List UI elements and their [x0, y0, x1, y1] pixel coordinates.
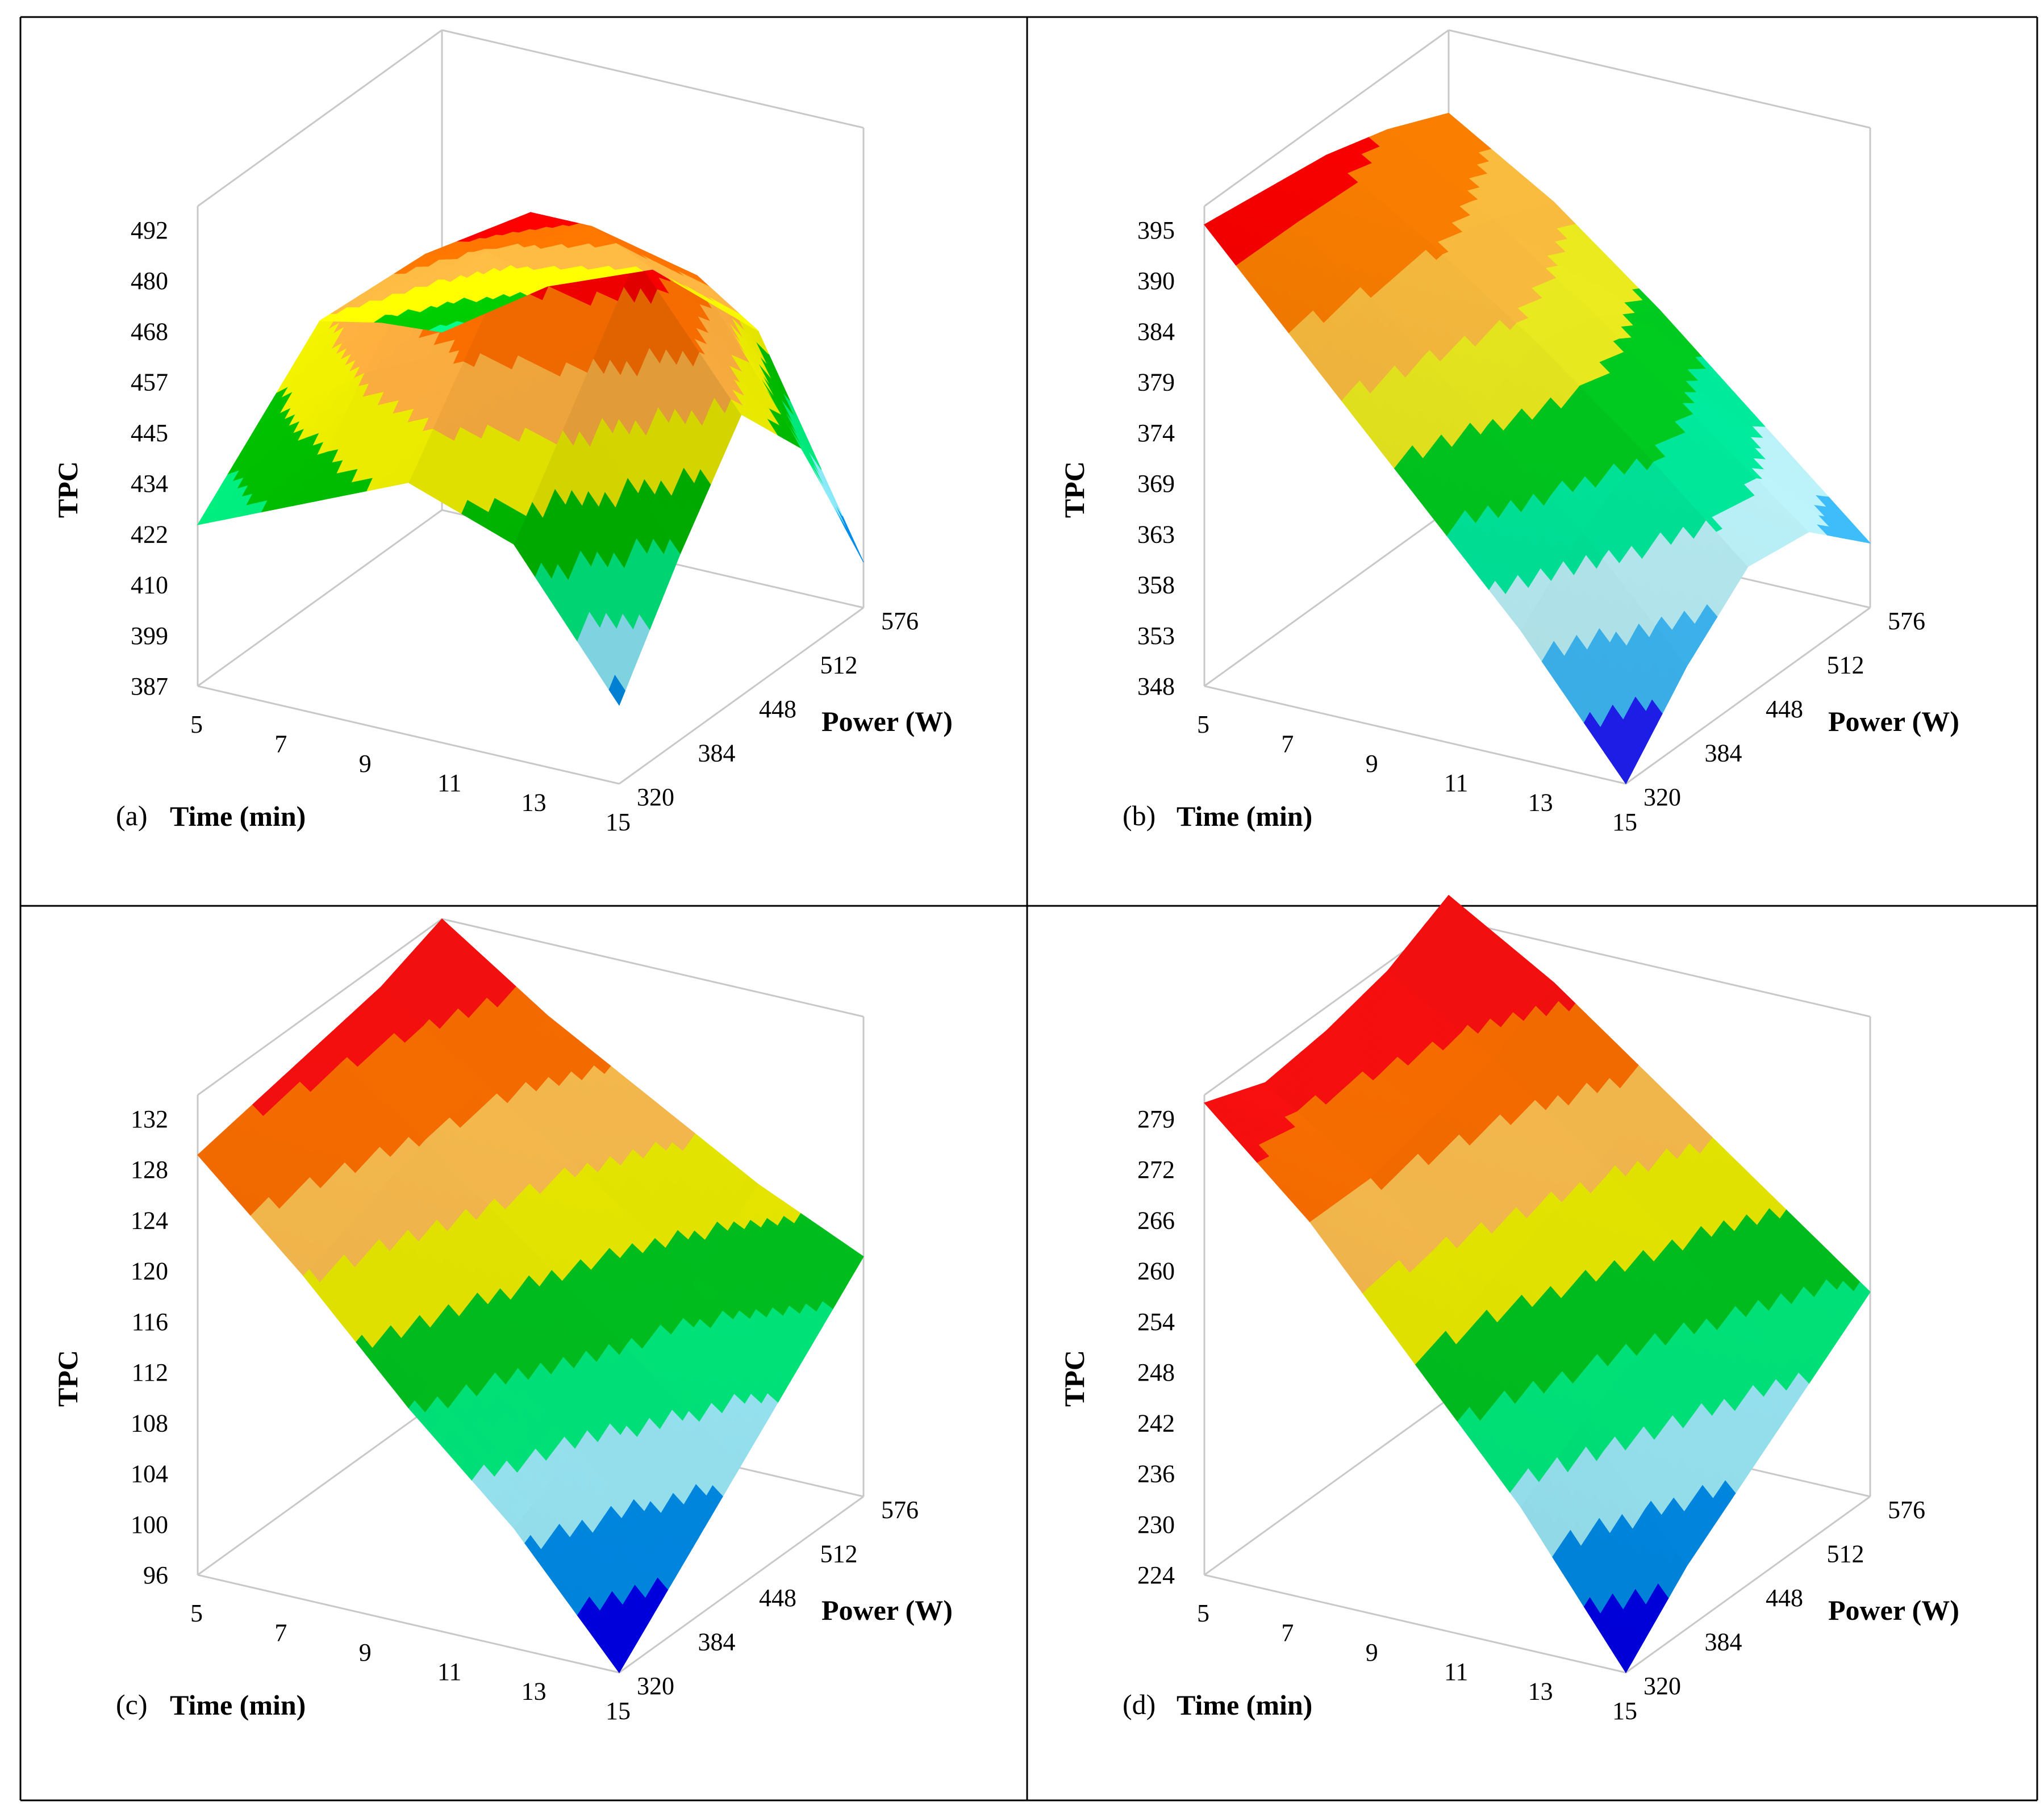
- x-tick-label: 15: [1612, 808, 1637, 836]
- axis-frame-line: [197, 1398, 443, 1576]
- x-tick-label: 13: [522, 1678, 547, 1706]
- axis-frame-line: [197, 29, 443, 207]
- x-tick-label: 7: [1281, 730, 1294, 758]
- z-tick-label: 445: [131, 419, 168, 447]
- panel-label: (c): [116, 1688, 148, 1720]
- x-tick-label: 15: [606, 1697, 631, 1725]
- x-tick-label: 9: [359, 750, 372, 778]
- y-tick-label: 448: [1766, 695, 1803, 723]
- x-tick-label: 11: [437, 1658, 461, 1686]
- y-tick-label: 384: [698, 739, 736, 767]
- z-tick-label: 363: [1137, 520, 1175, 548]
- z-tick-label: 128: [131, 1156, 168, 1184]
- chart-d: 2242302362422482542602662722795791113153…: [1058, 895, 1959, 1725]
- z-tick-label: 434: [131, 470, 168, 498]
- y-tick-label: 384: [1705, 739, 1742, 767]
- axis-frame-line: [197, 685, 620, 785]
- axis-frame-line: [1448, 29, 1871, 129]
- y-tick-label: 384: [698, 1628, 736, 1656]
- y-tick-label: 576: [881, 607, 919, 635]
- z-tick-label: 108: [131, 1409, 168, 1437]
- z-tick-label: 480: [131, 267, 168, 295]
- surface: [1203, 895, 1871, 1674]
- z-tick-label: 116: [132, 1308, 168, 1336]
- z-tick-label: 348: [1137, 672, 1175, 700]
- z-tick-label: 492: [131, 216, 168, 244]
- x-tick-label: 11: [437, 769, 461, 797]
- surface: [197, 211, 864, 706]
- axis-frame-line: [1204, 509, 1449, 687]
- surface-patch: [825, 483, 843, 516]
- x-tick-label: 7: [274, 730, 287, 758]
- y-tick-label: 448: [759, 1584, 796, 1612]
- axis-frame-line: [197, 1574, 620, 1674]
- chart-c: 96 100 104 108 112 116 120 124 128 132 5 7 9 11 13 1532…: [52, 918, 953, 1725]
- z-tick-label: 353: [1137, 622, 1175, 650]
- axis-frame-line: [1204, 1398, 1449, 1576]
- z-tick-label: 374: [1137, 419, 1175, 447]
- x-axis-label: Time (min): [170, 800, 306, 832]
- z-axis-label: TPC: [52, 461, 84, 518]
- x-tick-label: 7: [274, 1619, 287, 1646]
- axis-frame-line: [619, 607, 864, 785]
- x-tick-label: 11: [1444, 769, 1468, 797]
- y-tick-label: 512: [1827, 651, 1864, 679]
- x-tick-label: 9: [359, 1639, 372, 1666]
- z-tick-label: 399: [131, 622, 168, 650]
- z-tick-label: 387: [131, 672, 168, 700]
- x-tick-label: 13: [1528, 789, 1553, 817]
- axis-frame-line: [1204, 1574, 1626, 1674]
- y-tick-label: 576: [881, 1496, 919, 1524]
- x-tick-label: 13: [522, 789, 547, 817]
- z-tick-label: 124: [131, 1206, 168, 1234]
- x-axis-label: Time (min): [1177, 800, 1312, 832]
- chart-a: 3873994104224344454574684804925791113153…: [52, 29, 953, 836]
- z-tick-label: 410: [131, 571, 168, 599]
- surface: [1204, 112, 1871, 785]
- x-tick-label: 15: [606, 808, 631, 836]
- z-tick-label: 457: [131, 369, 168, 396]
- y-tick-label: 448: [759, 695, 796, 723]
- z-tick-label: 112: [132, 1359, 168, 1386]
- y-tick-label: 320: [1643, 783, 1681, 811]
- y-axis-label: Power (W): [821, 1594, 953, 1626]
- y-tick-label: 512: [820, 651, 858, 679]
- surface-patch: [836, 505, 853, 540]
- y-axis-label: Power (W): [1828, 705, 1959, 737]
- axis-frame-line: [441, 29, 864, 129]
- z-tick-label: 104: [131, 1460, 168, 1488]
- z-tick-label: 395: [1137, 216, 1175, 244]
- surface: [197, 918, 864, 1674]
- x-tick-label: 9: [1366, 750, 1378, 778]
- z-tick-label: 132: [131, 1105, 168, 1133]
- z-tick-label: 422: [131, 520, 168, 548]
- x-tick-label: 5: [190, 1599, 203, 1627]
- z-tick-label: 100: [131, 1511, 168, 1539]
- y-tick-label: 512: [820, 1540, 858, 1568]
- x-tick-label: 5: [1197, 710, 1209, 738]
- axis-frame-line: [1204, 685, 1626, 785]
- y-tick-label: 320: [637, 1672, 674, 1700]
- y-tick-label: 320: [637, 783, 674, 811]
- z-tick-label: 384: [1137, 317, 1175, 345]
- z-tick-label: 120: [131, 1257, 168, 1285]
- y-tick-label: 576: [1888, 607, 1925, 635]
- panel-label: (a): [116, 800, 148, 831]
- z-tick-label: 358: [1137, 571, 1175, 599]
- z-tick-label: 390: [1137, 267, 1175, 295]
- chart-b: 3483533583633693743793843903955791113153…: [1058, 29, 1959, 836]
- x-axis-label: Time (min): [170, 1689, 306, 1721]
- z-tick-label: 379: [1137, 369, 1175, 396]
- y-axis-label: Power (W): [821, 705, 953, 737]
- axis-frame-line: [197, 509, 443, 687]
- z-tick-label: 468: [131, 317, 168, 345]
- z-tick-label: 96: [143, 1561, 168, 1589]
- z-axis-label: TPC: [52, 1350, 84, 1407]
- z-tick-label: 369: [1137, 470, 1175, 498]
- panel-label: (b): [1123, 800, 1156, 831]
- z-axis-label: TPC: [1058, 461, 1090, 518]
- x-tick-label: 5: [190, 710, 203, 738]
